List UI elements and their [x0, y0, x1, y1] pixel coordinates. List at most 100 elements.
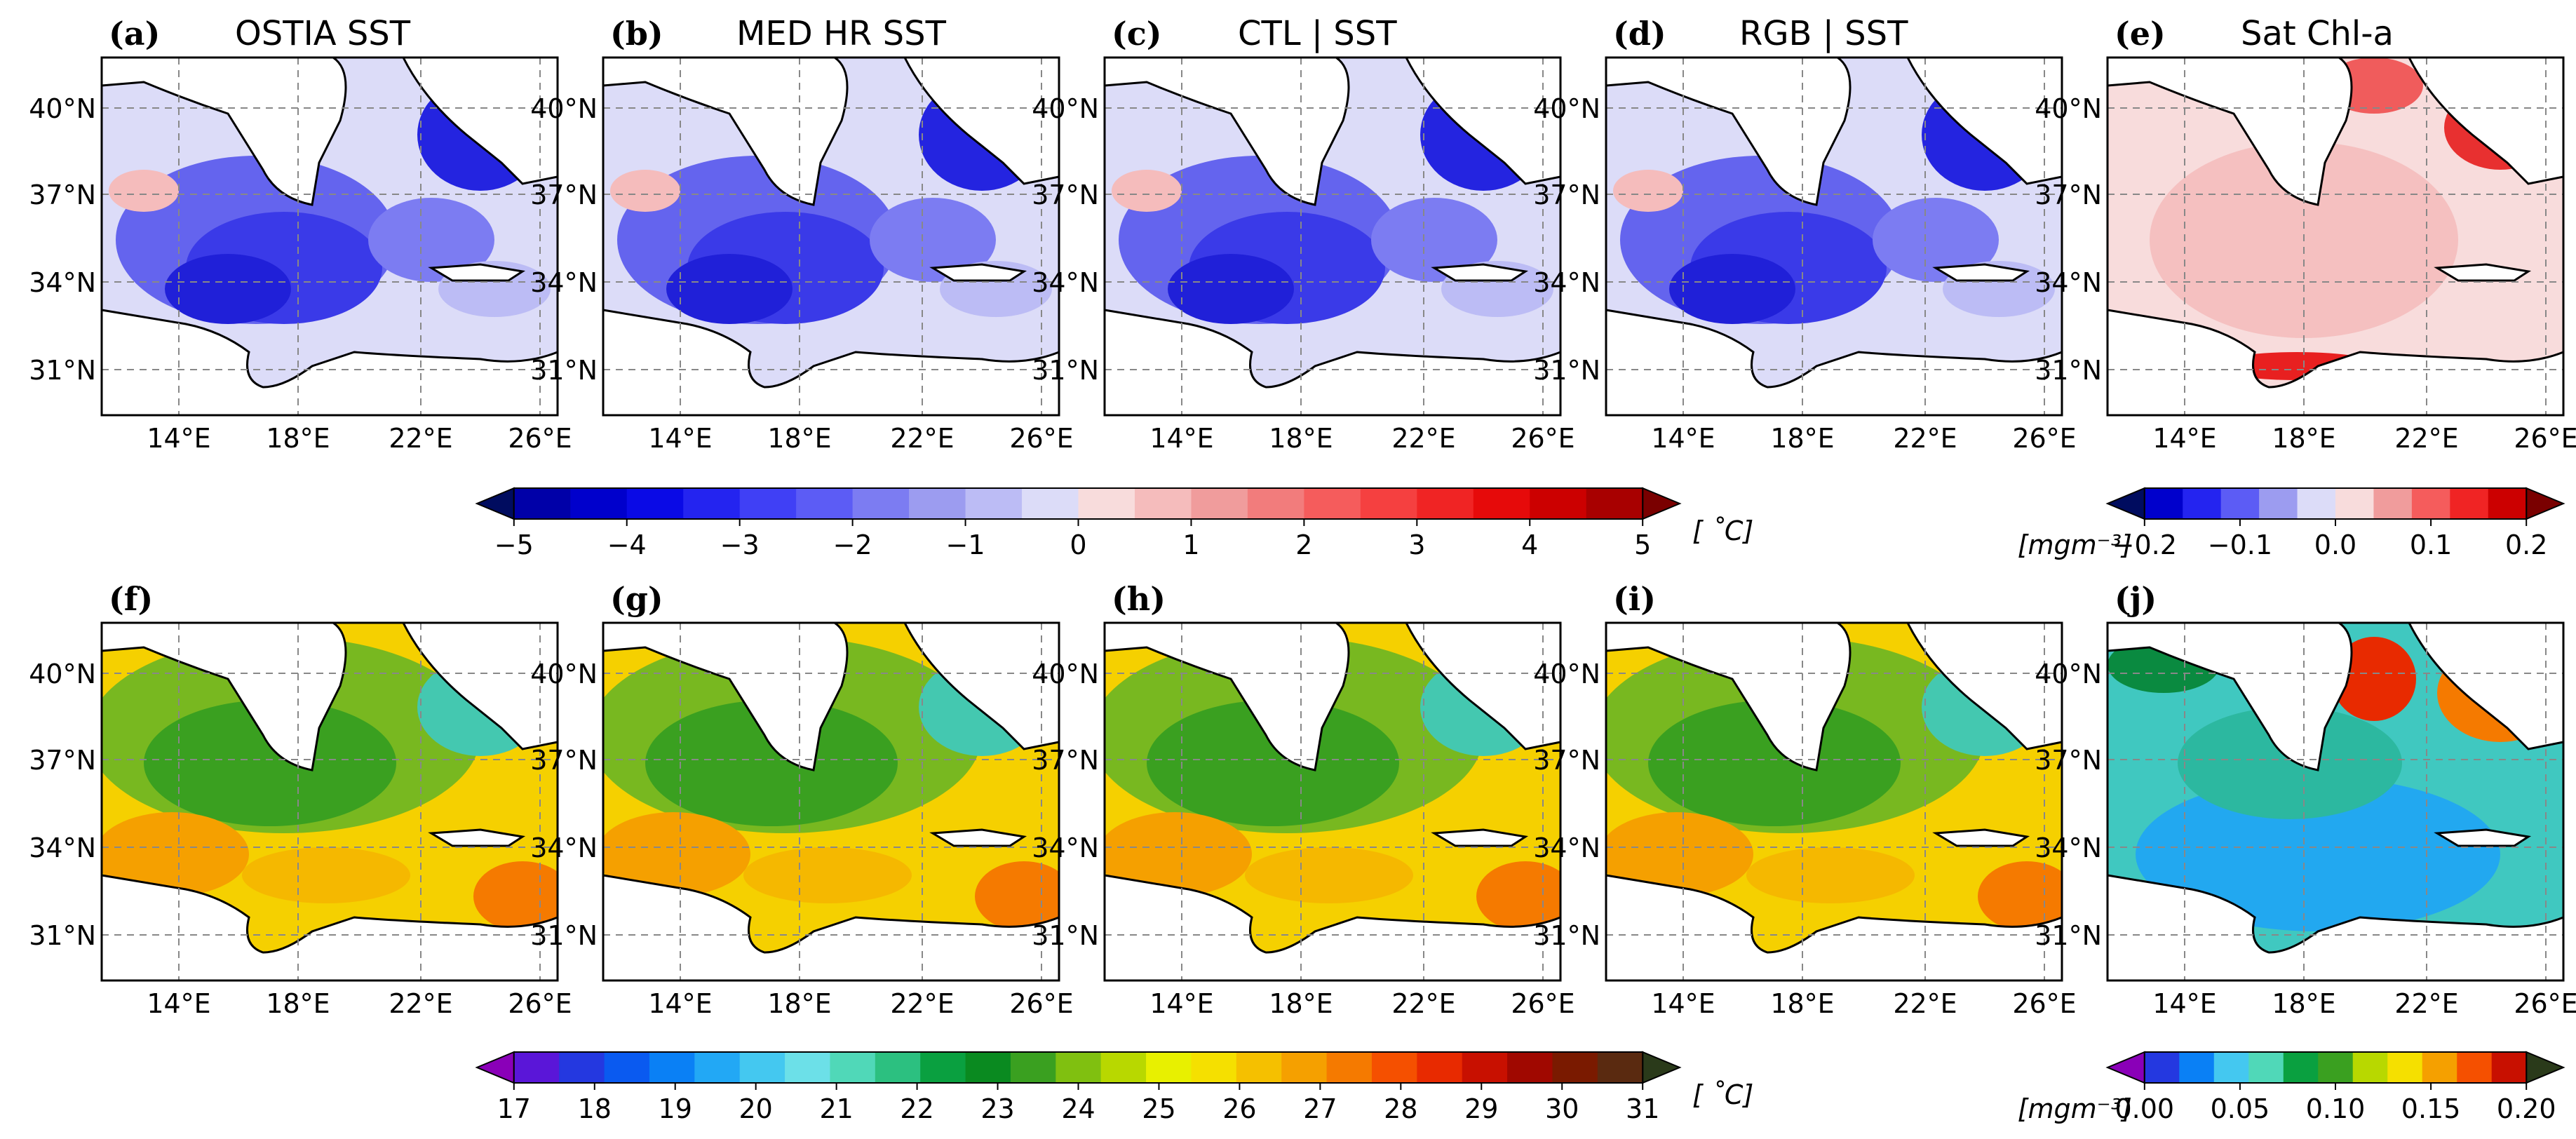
lat-tick-label: 40°N: [1533, 93, 1600, 124]
sea-field: [603, 58, 1059, 387]
lon-tick-label: 14°E: [1651, 423, 1715, 454]
lat-tick-label: 37°N: [1533, 180, 1600, 210]
colorbar-swatch: [1078, 488, 1135, 519]
lat-tick-label: 34°N: [29, 267, 96, 298]
sea-field: [2108, 623, 2563, 952]
map-panel-j: (j) 14°E 18°E 22°E 26°E 40°N 37°N 34°N 31°N: [2035, 580, 2576, 1019]
sea-field: [1105, 623, 1560, 952]
colorbar-extend-min: [2105, 487, 2145, 520]
colorbar-swatch: [1507, 1052, 1553, 1083]
lat-tick-label: 37°N: [2035, 745, 2102, 776]
lon-tick-label: 18°E: [767, 423, 831, 454]
colorbar-tick-label: 0.10: [2306, 1093, 2366, 1124]
colorbar-swatch: [2318, 1052, 2354, 1083]
map-panel-b: (b) MED HR SST 14°E 18°E 22°E 26°E 40°N 37°N 34°…: [530, 14, 1073, 454]
lat-tick-label: 37°N: [1032, 180, 1099, 210]
panel-frame: [1103, 621, 1562, 982]
colorbar-tick-label: −4: [607, 530, 647, 560]
lat-tick-label: 31°N: [29, 355, 96, 386]
colorbar-swatch: [604, 1052, 650, 1083]
lon-tick-label: 18°E: [266, 988, 330, 1019]
colorbar-swatch: [1056, 1052, 1102, 1083]
colorbar-swatch: [2144, 488, 2183, 519]
colorbar-swatch: [1304, 488, 1361, 519]
lon-tick-label: 22°E: [2394, 988, 2458, 1019]
colorbar-tick-label: 26: [1222, 1093, 1256, 1124]
colorbar-swatch: [2488, 488, 2527, 519]
colorbar-tick-label: 17: [497, 1093, 531, 1124]
lat-tick-label: 31°N: [29, 920, 96, 951]
lon-tick-label: 26°E: [1511, 423, 1574, 454]
colorbar-swatch: [965, 488, 1023, 519]
colorbar-tick-label: 5: [1634, 530, 1651, 560]
colorbar-tick-label: 0.00: [2115, 1093, 2174, 1124]
colorbar-swatch: [1462, 1052, 1508, 1083]
lat-tick-label: 34°N: [530, 833, 598, 863]
lon-tick-label: 14°E: [648, 988, 712, 1019]
map-panel-h: (h) 14°E 18°E 22°E 26°E 40°N 37°N 34°N 31°N: [1032, 580, 1574, 1019]
lon-tick-label: 14°E: [2152, 988, 2216, 1019]
crete-island: [929, 828, 1027, 847]
colorbar-swatch: [796, 488, 854, 519]
panel-frame: [1103, 56, 1562, 417]
colorbar-tick-label: 28: [1384, 1093, 1417, 1124]
lat-tick-label: 37°N: [530, 745, 598, 776]
panel-frame: [2106, 621, 2565, 982]
colorbar-tick-label: −0.1: [2208, 530, 2272, 560]
colorbar-tick-label: 29: [1464, 1093, 1498, 1124]
lat-tick-label: 31°N: [530, 920, 598, 951]
sea-field: [102, 623, 558, 952]
lat-tick-label: 31°N: [2035, 920, 2102, 951]
lon-tick-label: 22°E: [1893, 988, 1957, 1019]
crete-island: [428, 263, 526, 282]
panel-frame: [602, 56, 1060, 417]
crete-island: [1431, 828, 1529, 847]
colorbar-unit: [mgm⁻³]: [2018, 530, 2132, 560]
colorbar-swatch: [875, 1052, 921, 1083]
colorbar-tick-label: −1: [946, 530, 985, 560]
colorbar-swatch: [785, 1052, 830, 1083]
lat-tick-label: 31°N: [2035, 355, 2102, 386]
lat-tick-label: 37°N: [1533, 745, 1600, 776]
colorbar-swatch: [513, 488, 571, 519]
colorbar-tick-label: 31: [1626, 1093, 1659, 1124]
crete-island: [929, 263, 1027, 282]
lon-tick-label: 18°E: [767, 988, 831, 1019]
colorbar-extend-max: [1642, 487, 1682, 520]
sea-field: [1105, 58, 1560, 387]
map-panel-c: (c) CTL | SST 14°E 18°E 22°E 26°E 40°N 37°N 34°N…: [1032, 14, 1574, 454]
colorbar-swatch: [739, 488, 797, 519]
lon-tick-label: 26°E: [1009, 423, 1073, 454]
colorbar-tick-label: 25: [1142, 1093, 1175, 1124]
colorbar-unit: [ ˚C]: [1692, 515, 1753, 546]
colorbar-swatch: [852, 488, 910, 519]
panel-label: (i): [1613, 580, 1656, 618]
colorbar-swatch: [1281, 1052, 1328, 1083]
panel-title: OSTIA SST: [235, 14, 411, 53]
lon-tick-label: 26°E: [2514, 423, 2576, 454]
lat-tick-label: 40°N: [29, 93, 96, 124]
colorbar-swatch: [1236, 1052, 1282, 1083]
colorbar-swatch: [2491, 1052, 2527, 1083]
lon-tick-label: 18°E: [1269, 988, 1333, 1019]
colorbar-swatch: [1146, 1052, 1192, 1083]
lon-tick-label: 26°E: [2514, 988, 2576, 1019]
map-panel-i: (i) 14°E 18°E 22°E 26°E 40°N 37°N 34°N 31°N: [1533, 580, 2076, 1019]
colorbar-swatch: [2179, 1052, 2215, 1083]
lat-tick-label: 34°N: [1533, 833, 1600, 863]
lat-tick-label: 37°N: [1032, 745, 1099, 776]
lon-tick-label: 22°E: [890, 423, 954, 454]
colorbar-tick-label: 0: [1070, 530, 1086, 560]
sst-anomaly-colorbar: −5 −4 −3 −2 −1 0 1 2 3 4 5 [ ˚C]: [475, 487, 1753, 560]
colorbar-tick-label: 4: [1521, 530, 1538, 560]
lat-tick-label: 37°N: [29, 180, 96, 210]
colorbar-swatch: [2422, 1052, 2457, 1083]
colorbar-tick-label: 2: [1295, 530, 1312, 560]
colorbar-unit: [mgm⁻³]: [2018, 1093, 2132, 1124]
colorbar-swatch: [1530, 488, 1587, 519]
colorbar-swatch: [1360, 488, 1417, 519]
colorbar-extend-min: [475, 1051, 515, 1084]
lon-tick-label: 26°E: [508, 423, 572, 454]
lon-tick-label: 14°E: [1149, 423, 1213, 454]
lon-tick-label: 14°E: [1651, 988, 1715, 1019]
